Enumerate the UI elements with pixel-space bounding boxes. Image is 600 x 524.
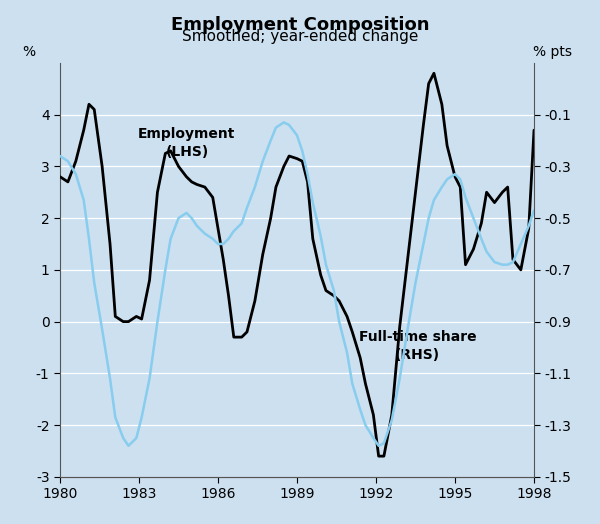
Text: Employment
(LHS): Employment (LHS) <box>138 127 236 159</box>
Text: % pts: % pts <box>533 45 572 59</box>
Text: Full-time share
(RHS): Full-time share (RHS) <box>359 330 476 362</box>
Text: %: % <box>22 45 35 59</box>
Text: Smoothed; year-ended change: Smoothed; year-ended change <box>182 29 418 44</box>
Text: Employment Composition: Employment Composition <box>171 16 429 34</box>
